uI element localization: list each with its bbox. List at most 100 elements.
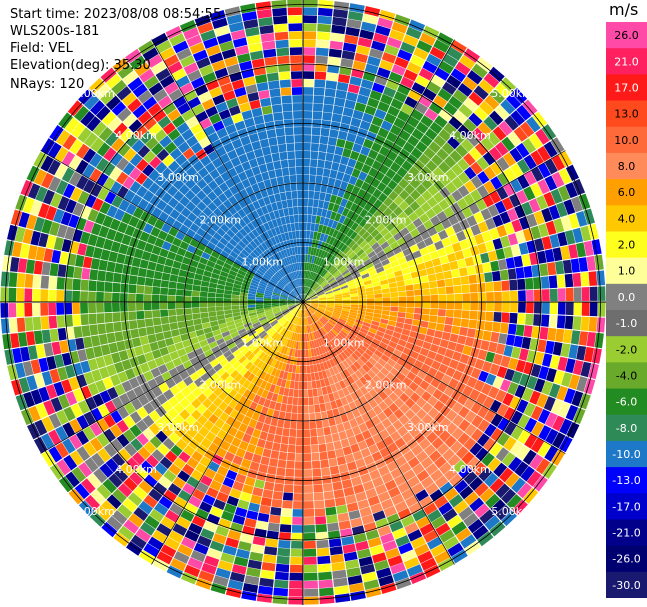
radar-gate <box>556 202 568 218</box>
radar-gate <box>138 267 147 278</box>
radar-gate <box>341 289 350 294</box>
radar-gate <box>399 242 409 251</box>
radar-gate <box>253 148 264 158</box>
radar-gate <box>156 551 173 565</box>
radar-gate <box>494 104 510 120</box>
radar-gate <box>414 302 423 308</box>
radar-gate <box>380 354 390 363</box>
radar-gate <box>308 183 315 191</box>
radar-gate <box>501 312 510 323</box>
radar-gate <box>358 556 374 567</box>
radar-gate <box>501 197 514 211</box>
radar-gate <box>404 195 415 206</box>
radar-gate <box>498 259 508 271</box>
radar-gate <box>341 328 350 335</box>
radar-gate <box>303 294 306 302</box>
radar-gate <box>457 335 467 345</box>
radar-gate <box>351 168 361 178</box>
radar-gate <box>319 192 326 201</box>
radar-gate <box>232 455 243 466</box>
radar-gate <box>262 489 274 499</box>
radar-gate <box>268 169 276 179</box>
radar-gate <box>439 462 453 475</box>
radar-gate <box>342 308 350 312</box>
radar-gate <box>390 260 400 268</box>
radar-gate <box>206 513 221 525</box>
radar-gate <box>184 308 192 315</box>
radar-gate <box>307 206 313 215</box>
radar-gate <box>363 258 372 266</box>
radar-gate <box>306 333 310 342</box>
radar-gate <box>247 352 255 361</box>
radar-gate <box>525 277 534 290</box>
radar-gate <box>556 315 566 329</box>
radar-gate <box>272 376 279 385</box>
radar-gate <box>288 323 294 331</box>
radar-gate <box>474 233 485 245</box>
radar-gate <box>457 258 467 269</box>
radar-gate <box>360 181 371 192</box>
radar-gate <box>215 567 231 579</box>
radar-gate <box>487 250 498 262</box>
radar-gate <box>219 412 230 422</box>
radar-gate <box>374 293 383 298</box>
radar-gate <box>410 109 424 121</box>
radar-gate <box>347 436 358 446</box>
radar-gate <box>443 206 455 218</box>
radar-gate <box>529 454 544 470</box>
radar-gate <box>454 293 463 302</box>
radar-gate <box>509 396 522 410</box>
radar-gate <box>277 361 284 370</box>
radar-gate <box>278 411 286 420</box>
radar-gate <box>285 135 295 144</box>
radar-gate <box>349 309 358 314</box>
radar-gate <box>523 361 534 375</box>
radar-gate <box>277 335 284 344</box>
radar-gate <box>515 230 526 244</box>
radar-gate <box>356 94 369 105</box>
radar-gate <box>322 475 332 484</box>
radar-gate <box>376 250 386 258</box>
radar-gate <box>330 425 338 435</box>
radar-gate <box>322 344 329 353</box>
radar-gate <box>398 129 411 142</box>
radar-gate <box>231 305 240 310</box>
radar-gate <box>407 336 417 345</box>
radar-gate <box>120 283 129 293</box>
radar-gate <box>303 532 316 541</box>
radar-gate <box>447 542 464 557</box>
radar-gate <box>257 130 268 141</box>
radar-gate <box>354 205 364 215</box>
radar-gate <box>168 281 177 289</box>
radar-gate <box>466 328 476 338</box>
radar-gate <box>283 111 293 120</box>
radar-gate <box>406 238 417 248</box>
radar-gate <box>346 319 355 325</box>
radar-gate <box>422 302 431 309</box>
radar-gate <box>400 103 414 116</box>
radar-gate <box>283 175 291 184</box>
radar-gate <box>420 115 434 128</box>
colorbar-tick-label: 2.0 <box>618 239 636 252</box>
radar-gate <box>457 83 473 97</box>
radar-gate <box>438 294 447 302</box>
radar-gate <box>290 332 295 341</box>
radar-gate <box>292 501 303 509</box>
radar-gate <box>523 186 536 201</box>
radar-gate <box>143 474 158 488</box>
radar-gate <box>347 575 363 585</box>
radar-gate <box>278 344 284 353</box>
radar-gate <box>333 337 341 345</box>
radar-gate <box>444 435 457 448</box>
radar-gate <box>0 303 9 318</box>
radar-gate <box>357 465 369 476</box>
radar-gate <box>152 529 168 544</box>
radar-gate <box>510 163 524 178</box>
radar-gate <box>330 316 339 322</box>
radar-gate <box>311 135 320 144</box>
radar-gate <box>457 124 472 138</box>
radar-gate <box>339 123 350 133</box>
radar-gate <box>239 491 252 502</box>
radar-gate <box>445 366 456 378</box>
radar-gate <box>588 271 598 286</box>
